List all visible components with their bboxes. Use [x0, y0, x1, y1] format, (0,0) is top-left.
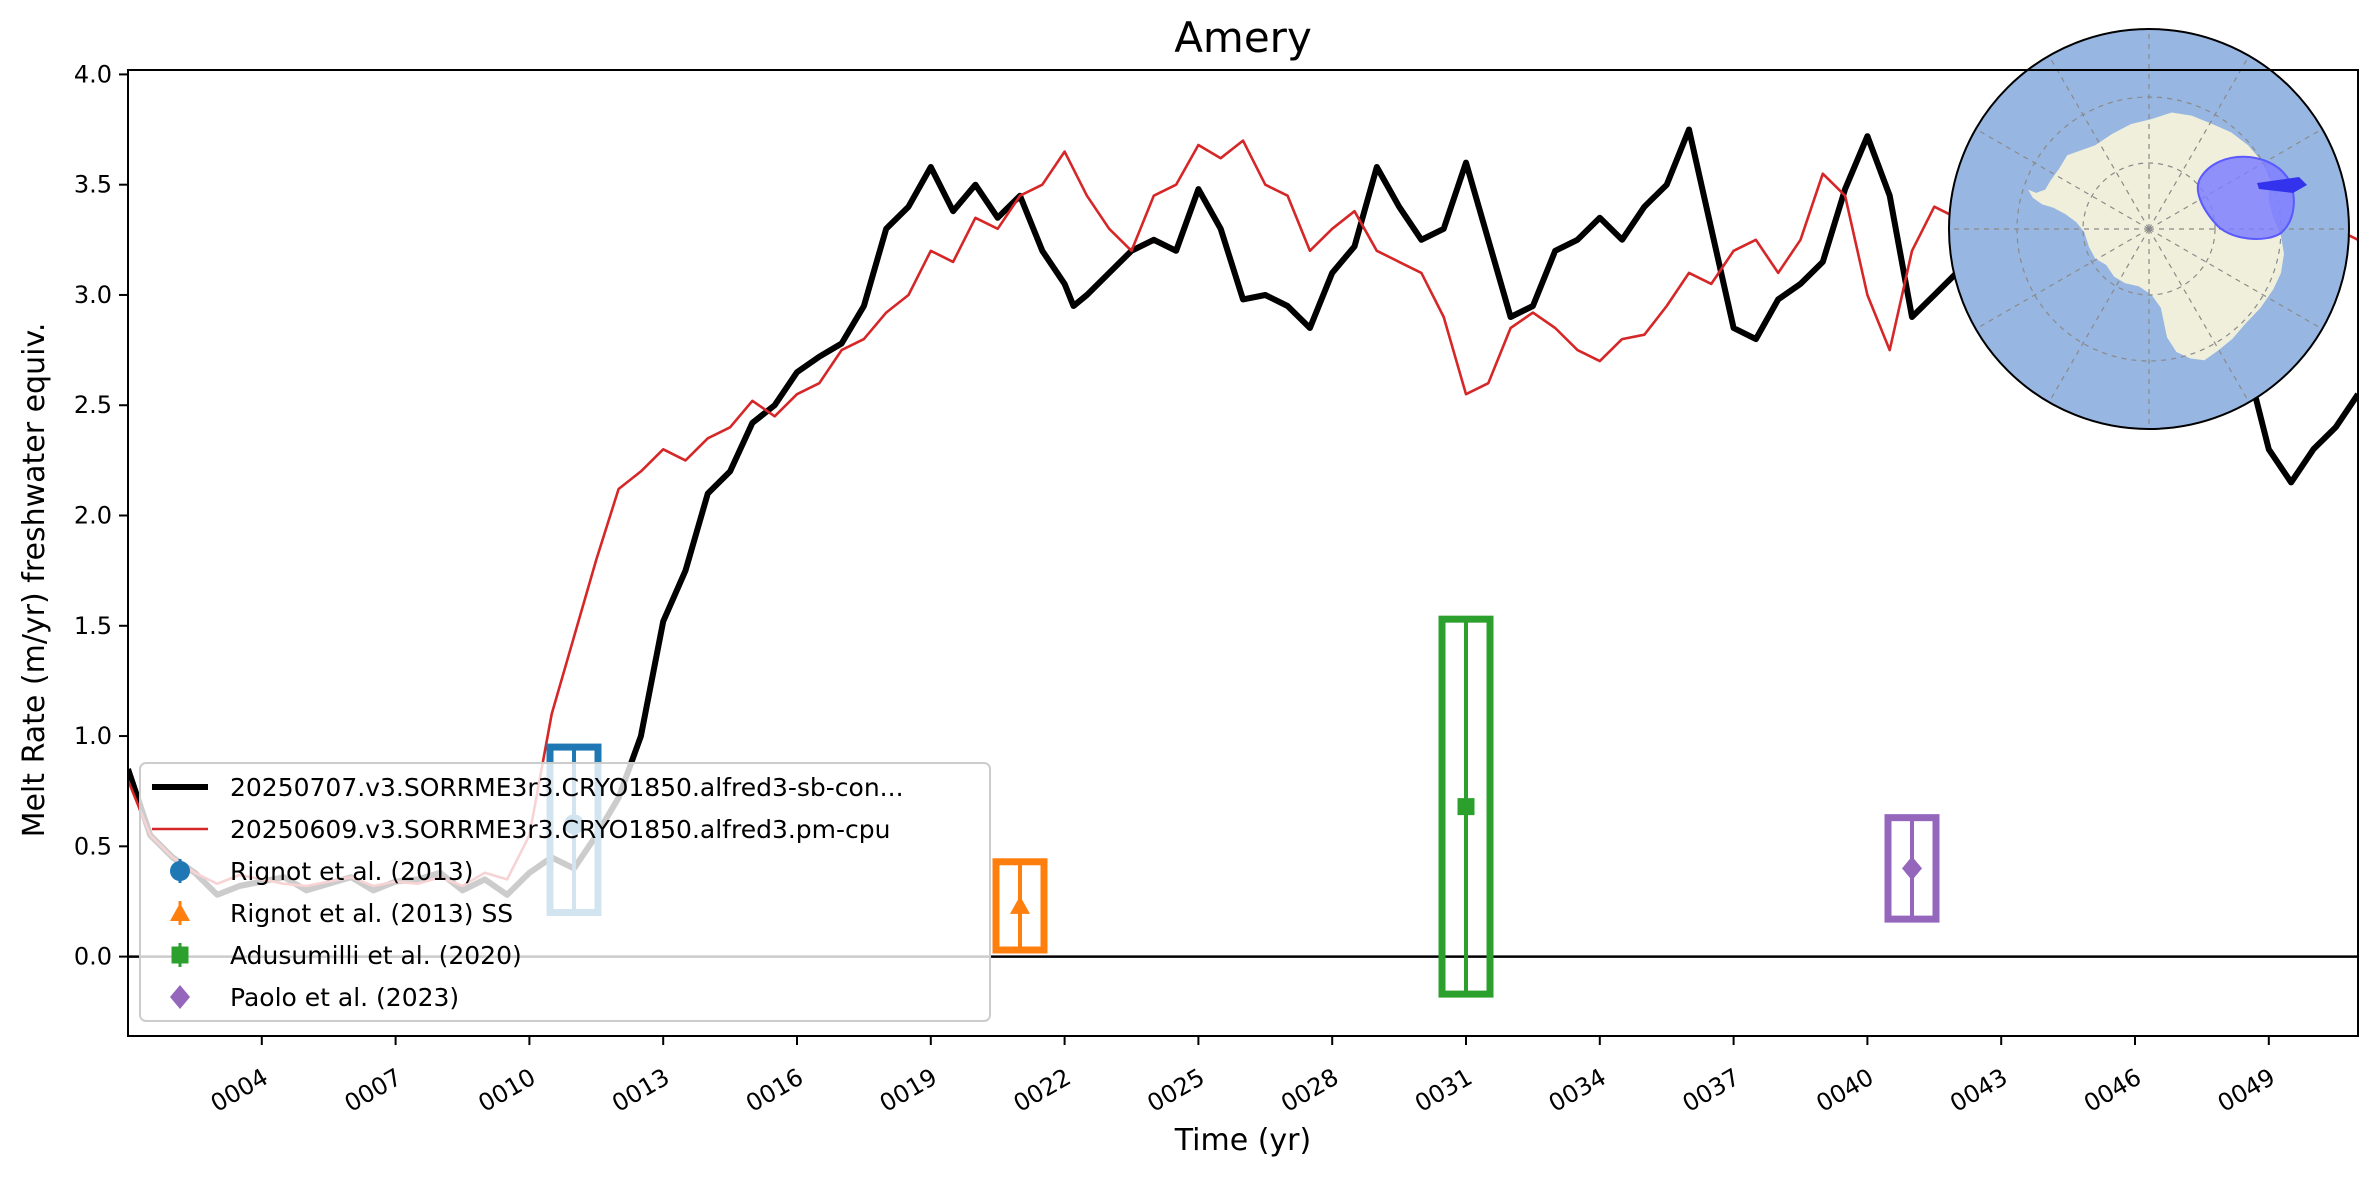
inset-meridian — [2148, 228, 2250, 403]
inset-latitude-ring-1 — [2082, 162, 2216, 296]
x-tick-label: 0022 — [1009, 1063, 1076, 1118]
chart-title: Amery — [1174, 13, 1312, 62]
inset-meridian — [1975, 228, 2150, 330]
y-tick-label: 0.5 — [74, 832, 112, 860]
y-tick-label: 4.0 — [74, 60, 112, 88]
legend-box — [139, 762, 991, 1022]
diamond-marker — [1902, 856, 1922, 881]
circle-marker — [170, 861, 190, 881]
plot-frame — [127, 69, 2359, 1037]
inset-meridian — [2048, 228, 2150, 403]
x-tick-label: 0031 — [1410, 1063, 1477, 1118]
x-tick-label: 0004 — [206, 1063, 273, 1118]
x-tick-label: 0019 — [875, 1063, 942, 1118]
legend-label: 20250707.v3.SORRME3r3.CRYO1850.alfred3-s… — [230, 773, 904, 802]
inset-meridian — [1975, 128, 2150, 230]
triangle-marker — [170, 903, 190, 921]
legend-entry-2: 20250609.v3.SORRME3r3.CRYO1850.alfred3.p… — [152, 815, 891, 844]
x-tick-label: 0013 — [607, 1063, 674, 1118]
y-tick-label: 2.0 — [74, 502, 112, 530]
observation-4 — [1884, 814, 1940, 923]
y-tick-label: 3.0 — [74, 281, 112, 309]
x-tick-label: 0049 — [2213, 1063, 2280, 1118]
x-tick-label: 0016 — [741, 1063, 808, 1118]
observation-2 — [992, 858, 1048, 954]
x-tick-label: 0007 — [340, 1063, 407, 1118]
triangle-marker — [1010, 895, 1030, 914]
legend-entry-6: Paolo et al. (2023) — [170, 983, 459, 1012]
x-tick-label: 0046 — [2079, 1063, 2146, 1118]
x-tick-label: 0028 — [1276, 1063, 1343, 1118]
x-tick-label: 0034 — [1544, 1063, 1611, 1118]
y-tick-label: 0.0 — [74, 943, 112, 971]
x-tick-label: 0040 — [1812, 1063, 1879, 1118]
x-tick-label: 0037 — [1678, 1063, 1745, 1118]
legend-label: 20250609.v3.SORRME3r3.CRYO1850.alfred3.p… — [230, 815, 891, 844]
inset-ice-shelf — [2257, 177, 2307, 193]
legend-label: Rignot et al. (2013) SS — [230, 899, 513, 928]
legend-entry-1: 20250707.v3.SORRME3r3.CRYO1850.alfred3-s… — [152, 773, 904, 802]
legend-entry-5: Adusumilli et al. (2020) — [171, 941, 522, 970]
y-axis-label: Melt Rate (m/yr) freshwater equiv. — [17, 323, 52, 838]
diamond-marker — [170, 985, 190, 1009]
x-axis-label: Time (yr) — [1174, 1123, 1311, 1158]
legend-entry-3: Rignot et al. (2013) — [170, 857, 474, 886]
legend-label: Adusumilli et al. (2020) — [230, 941, 522, 970]
antarctica-inset-map — [1948, 28, 2350, 430]
x-tick-label: 0025 — [1143, 1063, 1210, 1118]
square-marker — [171, 946, 189, 964]
observation-3 — [1438, 615, 1494, 998]
x-tick-label: 0010 — [474, 1063, 541, 1118]
inset-meridian — [2148, 55, 2250, 230]
inset-meridian — [2148, 228, 2323, 330]
y-tick-label: 1.0 — [74, 722, 112, 750]
y-tick-label: 1.5 — [74, 612, 112, 640]
square-marker — [1457, 798, 1475, 816]
legend-label: Rignot et al. (2013) — [230, 857, 474, 886]
y-tick-label: 3.5 — [74, 171, 112, 199]
legend: 20250707.v3.SORRME3r3.CRYO1850.alfred3-s… — [139, 762, 991, 1022]
legend-entry-4: Rignot et al. (2013) SS — [170, 899, 513, 928]
x-tick-label: 0043 — [1945, 1063, 2012, 1118]
legend-label: Paolo et al. (2023) — [230, 983, 459, 1012]
inset-meridian — [2048, 55, 2150, 230]
inset-highlighted-basin — [2196, 155, 2295, 240]
y-tick-label: 2.5 — [74, 391, 112, 419]
